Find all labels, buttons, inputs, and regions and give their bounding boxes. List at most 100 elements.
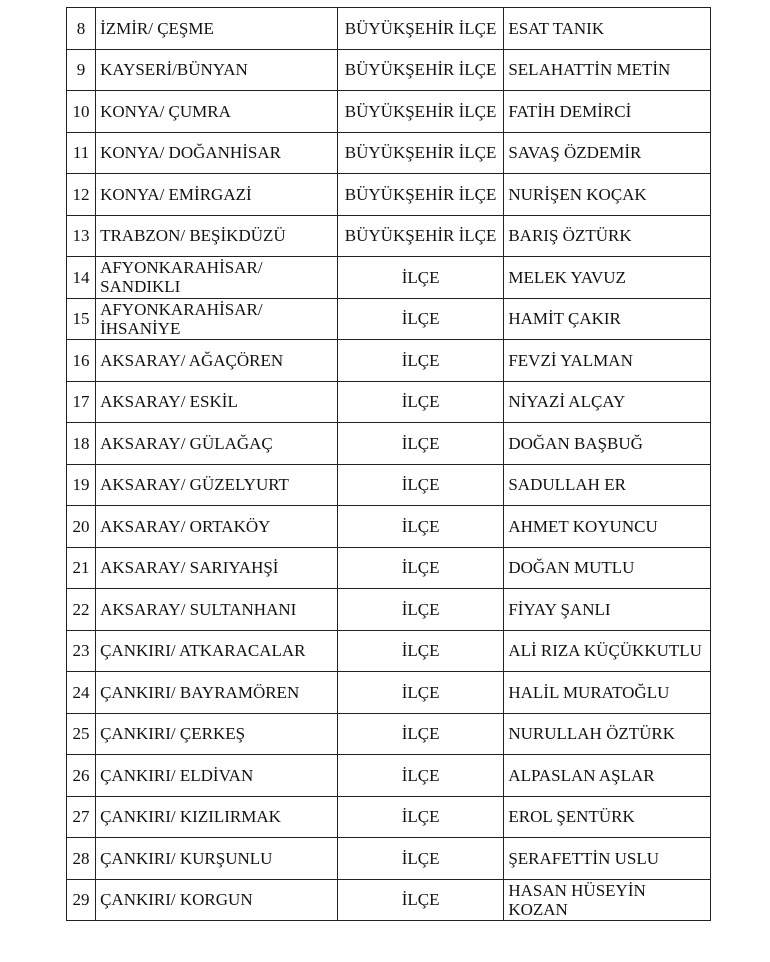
location-cell: KONYA/ EMİRGAZİ: [95, 173, 338, 216]
type-cell: İLÇE: [336, 878, 505, 921]
name-cell: ALİ RIZA KÜÇÜKKUTLU: [503, 629, 711, 672]
name-cell: DOĞAN BAŞBUĞ: [503, 422, 711, 465]
name-cell: HASAN HÜSEYİN KOZAN: [503, 878, 711, 921]
location-cell: ÇANKIRI/ KIZILIRMAK: [95, 795, 338, 838]
table-row: 15 AFYONKARAHİSAR/ İHSANİYE İLÇE HAMİT ÇAKI…: [65, 297, 711, 340]
row-number: 16: [65, 339, 97, 382]
table-row: 19 AKSARAY/ GÜZELYURT İLÇE SADULLAH ER: [65, 463, 711, 506]
row-number: 25: [65, 712, 97, 755]
location-cell: ÇANKIRI/ ELDİVAN: [95, 754, 338, 797]
table-row: 11 KONYA/ DOĞANHİSAR BÜYÜKŞEHİR İLÇE SAVAŞ …: [65, 131, 711, 174]
location-cell: ÇANKIRI/ ATKARACALAR: [95, 629, 338, 672]
name-cell: FEVZİ YALMAN: [503, 339, 711, 382]
name-cell: NURULLAH ÖZTÜRK: [503, 712, 711, 755]
table-row: 23 ÇANKIRI/ ATKARACALAR İLÇE ALİ RIZA KÜÇÜK…: [65, 629, 711, 672]
table-row: 18 AKSARAY/ GÜLAĞAÇ İLÇE DOĞAN BAŞBUĞ: [65, 422, 711, 465]
row-number: 9: [65, 48, 97, 91]
location-cell: AKSARAY/ SARIYAHŞİ: [95, 546, 338, 589]
row-number: 17: [65, 380, 97, 423]
type-cell: BÜYÜKŞEHİR İLÇE: [336, 131, 505, 174]
location-cell: ÇANKIRI/ BAYRAMÖREN: [95, 671, 338, 714]
table-row: 22 AKSARAY/ SULTANHANI İLÇE FİYAY ŞANLI: [65, 588, 711, 631]
location-cell: ÇANKIRI/ KORGUN: [95, 878, 338, 921]
type-cell: İLÇE: [336, 837, 505, 880]
type-cell: İLÇE: [336, 588, 505, 631]
location-cell: AFYONKARAHİSAR/ SANDIKLI: [95, 256, 338, 299]
location-cell: KAYSERİ/BÜNYAN: [95, 48, 338, 91]
location-cell: ÇANKIRI/ KURŞUNLU: [95, 837, 338, 880]
name-cell: FİYAY ŞANLI: [503, 588, 711, 631]
type-cell: BÜYÜKŞEHİR İLÇE: [336, 214, 505, 257]
name-cell: MELEK YAVUZ: [503, 256, 711, 299]
name-cell: SAVAŞ ÖZDEMİR: [503, 131, 711, 174]
row-number: 13: [65, 214, 97, 257]
table-row: 16 AKSARAY/ AĞAÇÖREN İLÇE FEVZİ YALMAN: [65, 339, 711, 382]
row-number: 26: [65, 754, 97, 797]
table-row: 9 KAYSERİ/BÜNYAN BÜYÜKŞEHİR İLÇE SELAHATTİN…: [65, 48, 711, 91]
table-row: 21 AKSARAY/ SARIYAHŞİ İLÇE DOĞAN MUTLU: [65, 546, 711, 589]
row-number: 22: [65, 588, 97, 631]
location-cell: AKSARAY/ AĞAÇÖREN: [95, 339, 338, 382]
location-cell: ÇANKIRI/ ÇERKEŞ: [95, 712, 338, 755]
row-number: 29: [65, 878, 97, 921]
row-number: 23: [65, 629, 97, 672]
table-body: 8 İZMİR/ ÇEŞME BÜYÜKŞEHİR İLÇE ESAT TANIK 9 K…: [65, 7, 711, 921]
type-cell: İLÇE: [336, 422, 505, 465]
name-cell: FATİH DEMİRCİ: [503, 90, 711, 133]
candidates-table: 8 İZMİR/ ÇEŞME BÜYÜKŞEHİR İLÇE ESAT TANIK 9 K…: [65, 7, 711, 921]
type-cell: İLÇE: [336, 297, 505, 340]
row-number: 19: [65, 463, 97, 506]
row-number: 18: [65, 422, 97, 465]
type-cell: İLÇE: [336, 505, 505, 548]
name-cell: HAMİT ÇAKIR: [503, 297, 711, 340]
name-cell: ESAT TANIK: [503, 7, 711, 50]
row-number: 8: [65, 7, 97, 50]
location-cell: AFYONKARAHİSAR/ İHSANİYE: [95, 297, 338, 340]
row-number: 24: [65, 671, 97, 714]
table-row: 25 ÇANKIRI/ ÇERKEŞ İLÇE NURULLAH ÖZTÜRK: [65, 712, 711, 755]
row-number: 12: [65, 173, 97, 216]
row-number: 28: [65, 837, 97, 880]
location-cell: KONYA/ DOĞANHİSAR: [95, 131, 338, 174]
row-number: 14: [65, 256, 97, 299]
table-row: 20 AKSARAY/ ORTAKÖY İLÇE AHMET KOYUNCU: [65, 505, 711, 548]
table-row: 17 AKSARAY/ ESKİL İLÇE NİYAZİ ALÇAY: [65, 380, 711, 423]
row-number: 27: [65, 795, 97, 838]
name-cell: SADULLAH ER: [503, 463, 711, 506]
type-cell: BÜYÜKŞEHİR İLÇE: [336, 173, 505, 216]
type-cell: İLÇE: [336, 754, 505, 797]
table-row: 13 TRABZON/ BEŞİKDÜZÜ BÜYÜKŞEHİR İLÇE BARIŞ…: [65, 214, 711, 257]
row-number: 21: [65, 546, 97, 589]
type-cell: BÜYÜKŞEHİR İLÇE: [336, 7, 505, 50]
type-cell: İLÇE: [336, 339, 505, 382]
type-cell: BÜYÜKŞEHİR İLÇE: [336, 90, 505, 133]
location-cell: İZMİR/ ÇEŞME: [95, 7, 338, 50]
row-number: 20: [65, 505, 97, 548]
table-row: 14 AFYONKARAHİSAR/ SANDIKLI İLÇE MELEK YAVU…: [65, 256, 711, 299]
type-cell: İLÇE: [336, 546, 505, 589]
location-cell: AKSARAY/ GÜZELYURT: [95, 463, 338, 506]
name-cell: HALİL MURATOĞLU: [503, 671, 711, 714]
name-cell: SELAHATTİN METİN: [503, 48, 711, 91]
table-row: 24 ÇANKIRI/ BAYRAMÖREN İLÇE HALİL MURATOĞLU: [65, 671, 711, 714]
name-cell: ŞERAFETTİN USLU: [503, 837, 711, 880]
row-number: 11: [65, 131, 97, 174]
name-cell: NİYAZİ ALÇAY: [503, 380, 711, 423]
location-cell: AKSARAY/ ORTAKÖY: [95, 505, 338, 548]
location-cell: AKSARAY/ SULTANHANI: [95, 588, 338, 631]
location-cell: AKSARAY/ ESKİL: [95, 380, 338, 423]
type-cell: İLÇE: [336, 671, 505, 714]
table-row: 27 ÇANKIRI/ KIZILIRMAK İLÇE EROL ŞENTÜRK: [65, 795, 711, 838]
type-cell: İLÇE: [336, 629, 505, 672]
location-cell: KONYA/ ÇUMRA: [95, 90, 338, 133]
location-cell: AKSARAY/ GÜLAĞAÇ: [95, 422, 338, 465]
type-cell: İLÇE: [336, 256, 505, 299]
name-cell: BARIŞ ÖZTÜRK: [503, 214, 711, 257]
type-cell: İLÇE: [336, 380, 505, 423]
type-cell: İLÇE: [336, 712, 505, 755]
name-cell: EROL ŞENTÜRK: [503, 795, 711, 838]
table-row: 8 İZMİR/ ÇEŞME BÜYÜKŞEHİR İLÇE ESAT TANIK: [65, 7, 711, 50]
name-cell: NURİŞEN KOÇAK: [503, 173, 711, 216]
table-row: 26 ÇANKIRI/ ELDİVAN İLÇE ALPASLAN AŞLAR: [65, 754, 711, 797]
table-row: 28 ÇANKIRI/ KURŞUNLU İLÇE ŞERAFETTİN USLU: [65, 837, 711, 880]
